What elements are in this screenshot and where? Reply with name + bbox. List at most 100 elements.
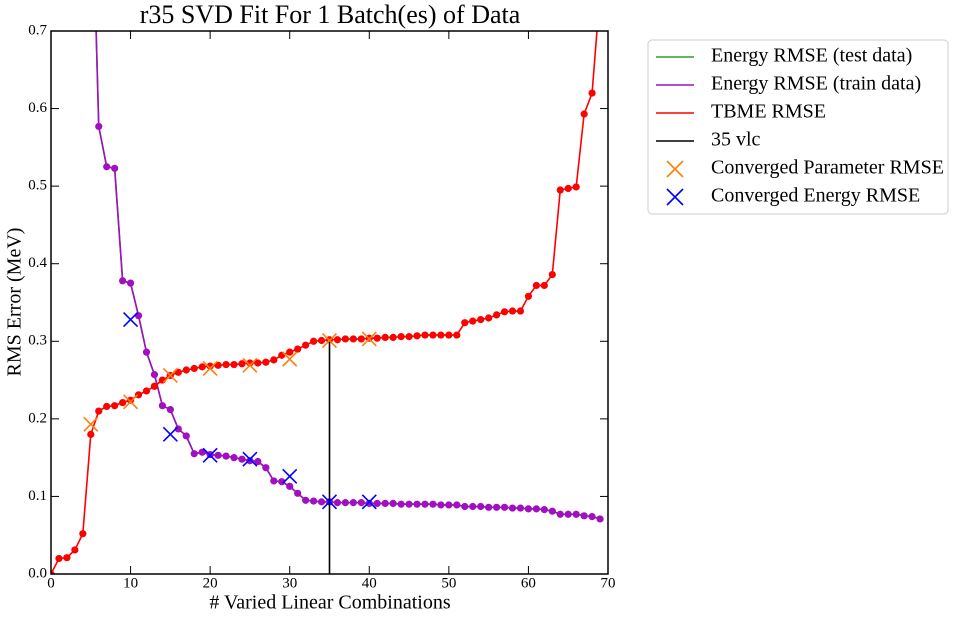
point <box>341 335 350 343</box>
point <box>556 510 564 518</box>
point <box>588 512 596 521</box>
point <box>262 358 270 366</box>
scatter-point <box>83 416 99 432</box>
point <box>373 499 381 508</box>
point <box>103 163 111 171</box>
point <box>294 345 302 353</box>
scatter-point <box>123 312 139 328</box>
point <box>516 307 525 315</box>
scatter-point <box>242 451 258 467</box>
point <box>540 506 548 514</box>
point <box>500 503 509 511</box>
x-tick-label: 10 <box>123 575 138 591</box>
point <box>437 331 445 339</box>
point <box>477 315 485 324</box>
point <box>222 452 230 460</box>
legend-label: Converged Parameter RMSE <box>711 157 944 179</box>
legend-label: Converged Energy RMSE <box>711 185 920 207</box>
point <box>469 502 477 511</box>
point <box>429 500 437 508</box>
point <box>182 366 190 374</box>
point <box>389 333 397 342</box>
point <box>397 333 405 341</box>
y-tick-label: 0.4 <box>28 255 47 271</box>
point <box>166 405 174 414</box>
point <box>190 364 198 373</box>
point <box>126 279 135 287</box>
point <box>309 497 318 505</box>
point <box>381 499 389 508</box>
point <box>397 500 405 508</box>
chart-title: r35 SVD Fit For 1 Batch(es) of Data <box>140 0 521 29</box>
point <box>230 454 238 462</box>
point <box>238 455 246 463</box>
point <box>294 489 302 497</box>
point <box>198 363 206 371</box>
point <box>55 554 63 563</box>
point <box>532 505 540 513</box>
point <box>461 502 469 511</box>
point <box>87 430 95 438</box>
point <box>190 450 198 458</box>
point <box>532 281 540 290</box>
point <box>286 348 294 356</box>
plot-area <box>51 31 604 574</box>
series-line <box>95 31 601 520</box>
point <box>309 337 318 345</box>
point <box>365 499 373 508</box>
point <box>373 334 381 342</box>
point <box>254 457 262 466</box>
point <box>580 110 588 118</box>
scatter-point <box>162 367 178 383</box>
y-tick-label: 0.3 <box>28 333 47 349</box>
point <box>270 356 278 364</box>
point <box>150 371 159 379</box>
point <box>548 507 556 515</box>
point <box>333 499 342 507</box>
x-axis-label: # Varied Linear Combinations <box>209 592 450 614</box>
point <box>445 501 453 509</box>
point <box>421 500 429 508</box>
point <box>564 510 572 518</box>
scatter-point <box>321 494 338 510</box>
scatter-point <box>361 331 377 347</box>
plot-frame <box>50 30 609 575</box>
point <box>95 122 103 131</box>
point <box>246 359 254 367</box>
point <box>469 317 477 325</box>
point <box>341 499 350 507</box>
scatter-point <box>162 426 178 442</box>
point <box>126 396 135 404</box>
scatter-point <box>282 351 298 367</box>
y-axis-label: RMS Error (MeV) <box>4 228 26 377</box>
point <box>111 164 119 172</box>
point <box>79 530 87 538</box>
point <box>214 361 222 369</box>
legend-marker <box>666 160 684 178</box>
legend-label: TBME RMSE <box>711 101 826 123</box>
scatter-point <box>282 468 298 484</box>
point <box>516 504 525 512</box>
point <box>158 402 166 410</box>
x-tick-label: 60 <box>521 575 536 591</box>
point <box>51 570 55 574</box>
point <box>262 464 270 472</box>
point <box>508 307 517 315</box>
point <box>405 500 413 508</box>
point <box>349 499 357 507</box>
point <box>246 457 254 465</box>
point <box>429 331 437 339</box>
point <box>405 333 413 341</box>
point <box>389 499 397 508</box>
point <box>596 515 604 523</box>
point <box>413 500 421 508</box>
point <box>524 505 533 513</box>
scatter-point <box>202 447 218 463</box>
point <box>572 510 580 518</box>
point <box>556 186 564 194</box>
point <box>198 448 206 456</box>
scatter-point <box>202 360 218 377</box>
point <box>349 335 357 343</box>
point <box>71 546 79 554</box>
point <box>437 501 445 509</box>
